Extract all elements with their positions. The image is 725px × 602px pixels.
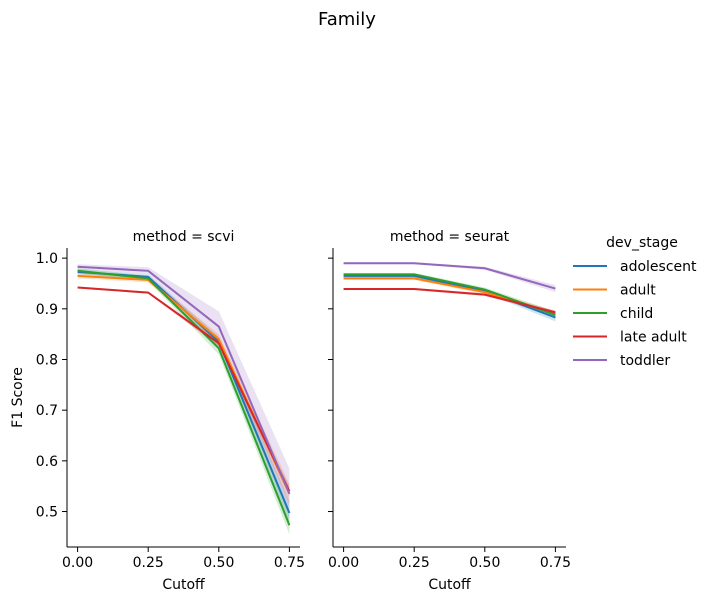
series-line-child <box>343 273 556 316</box>
chart-panel-1: method = scvi 0.5 0.6 0.7 0.8 0.9 1.0 0.00 0.25 0… <box>10 229 305 593</box>
legend-label: child <box>620 306 653 322</box>
legend-item: toddler <box>573 353 670 369</box>
legend-label: late adult <box>620 330 687 346</box>
series-line-late-adult <box>77 286 291 492</box>
x-tick-label: 0.00 <box>328 555 359 571</box>
figure-title: Family <box>318 9 376 30</box>
series-line-toddler <box>77 265 291 495</box>
x-tick-label: 0.00 <box>62 555 93 571</box>
x-axis-label: Cutoff <box>428 577 471 593</box>
y-tick-label: 0.6 <box>36 454 58 470</box>
legend-items: adolescent adult child late adult toddler <box>573 259 697 369</box>
x-tick-label: 0.75 <box>540 555 571 571</box>
legend-label: toddler <box>620 353 670 369</box>
x-tick-label: 0.25 <box>133 555 164 571</box>
series-line-late-adult <box>343 288 556 314</box>
series-line-toddler <box>343 262 556 290</box>
y-tick-label: 0.8 <box>36 352 58 368</box>
panel-title: method = seurat <box>390 229 510 245</box>
series-line-child <box>77 269 291 526</box>
legend-item: late adult <box>573 330 687 346</box>
y-tick-label: 0.5 <box>36 505 58 521</box>
y-axis-label: F1 Score <box>10 367 26 428</box>
x-tick-label: 0.50 <box>469 555 500 571</box>
x-tick-label: 0.25 <box>399 555 430 571</box>
legend-item: child <box>573 306 653 322</box>
legend: dev_stage adolescent adult child late adult… <box>573 235 697 369</box>
chart-panels: method = scvi 0.5 0.6 0.7 0.8 0.9 1.0 0.00 0.25 0… <box>10 229 571 593</box>
legend-item: adolescent <box>573 259 697 275</box>
legend-label: adolescent <box>620 259 697 275</box>
x-axis-label: Cutoff <box>162 577 205 593</box>
legend-label: adult <box>620 283 656 299</box>
ci-band-toddler <box>77 264 290 517</box>
panel-title: method = scvi <box>133 229 235 245</box>
legend-item: adult <box>573 283 656 299</box>
x-tick-label: 0.50 <box>203 555 234 571</box>
y-tick-label: 0.7 <box>36 403 58 419</box>
y-tick-label: 1.0 <box>36 251 58 267</box>
y-tick-label: 0.9 <box>36 302 58 318</box>
series-line-adolescent <box>77 270 291 514</box>
series-line-adult <box>77 274 291 495</box>
x-tick-label: 0.75 <box>274 555 305 571</box>
chart-panel-2: method = seurat 0.00 0.25 0.50 0.75 Cutoff <box>328 229 571 593</box>
legend-title: dev_stage <box>606 235 678 251</box>
